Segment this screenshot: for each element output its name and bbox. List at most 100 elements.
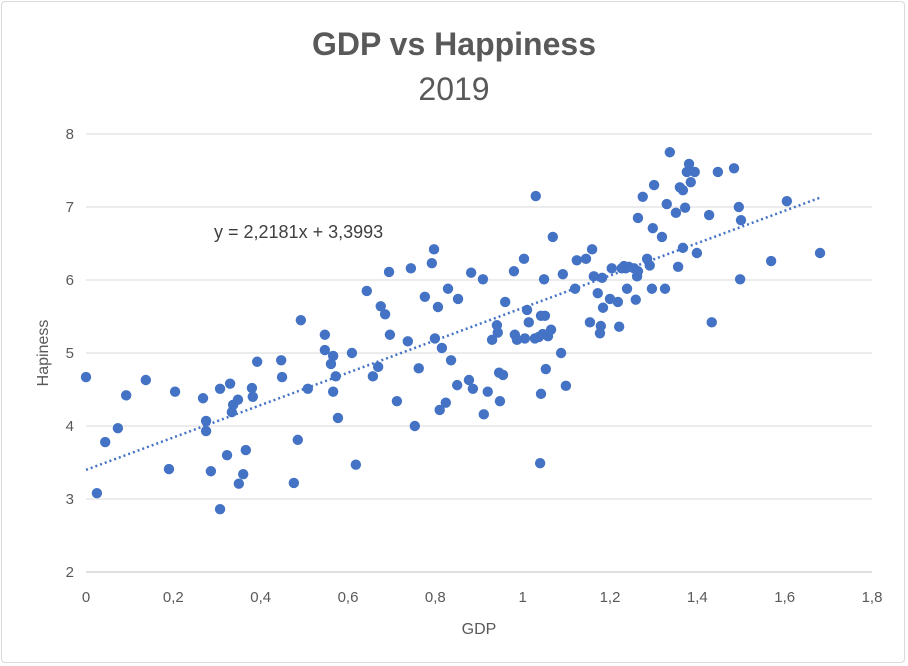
y-axis-label: Hapiness <box>35 320 52 387</box>
data-point <box>463 374 475 386</box>
data-point <box>648 179 660 191</box>
data-point <box>361 285 372 297</box>
data-point <box>765 255 777 267</box>
data-point <box>557 268 569 280</box>
data-point <box>646 283 658 294</box>
data-point <box>706 317 717 328</box>
data-point <box>703 209 715 221</box>
data-point <box>197 393 209 404</box>
x-tick-label: 0,2 <box>163 589 184 606</box>
y-tick-label: 6 <box>66 272 74 289</box>
data-point <box>238 468 249 480</box>
data-point <box>612 296 624 308</box>
data-point <box>586 244 598 255</box>
x-tick-label: 1,2 <box>600 589 621 606</box>
data-point <box>214 504 226 515</box>
data-point <box>112 422 124 434</box>
data-point <box>511 334 523 346</box>
data-point <box>288 477 300 489</box>
data-point <box>580 253 592 265</box>
data-point <box>350 459 362 470</box>
x-tick-label: 0,8 <box>425 589 446 606</box>
data-point <box>560 380 572 392</box>
data-point <box>465 267 477 278</box>
data-point <box>214 383 226 394</box>
data-point <box>584 317 596 328</box>
data-point <box>413 363 424 374</box>
data-point <box>200 425 212 437</box>
data-point <box>205 466 217 477</box>
data-point <box>659 283 671 294</box>
data-point <box>434 404 445 416</box>
data-point <box>644 260 655 271</box>
x-tick-label: 1,6 <box>774 589 795 606</box>
data-point <box>592 287 603 299</box>
y-tick-label: 5 <box>66 345 74 362</box>
data-point <box>391 395 403 407</box>
data-point <box>100 436 111 448</box>
data-point <box>432 301 444 313</box>
data-point <box>523 317 534 328</box>
data-point <box>781 195 793 207</box>
data-point <box>233 478 245 489</box>
data-point <box>276 371 288 383</box>
trendline-equation: y = 2,2181x + 3,3993 <box>214 222 383 242</box>
data-point <box>247 391 259 402</box>
data-point <box>530 190 541 202</box>
data-point <box>555 347 567 359</box>
data-point <box>445 355 457 366</box>
x-tick-label: 1 <box>518 589 526 606</box>
data-point <box>169 386 181 397</box>
data-point <box>685 176 696 188</box>
data-point <box>163 463 175 475</box>
data-point <box>683 158 695 170</box>
trendline <box>85 196 822 472</box>
data-point <box>689 166 700 178</box>
data-point <box>419 291 431 302</box>
y-tick-label: 7 <box>66 199 74 216</box>
data-point <box>221 450 233 461</box>
data-point <box>588 271 600 282</box>
data-point <box>508 266 520 277</box>
data-point <box>383 266 395 278</box>
data-point <box>497 369 509 381</box>
data-point <box>367 371 379 382</box>
data-point <box>436 342 448 354</box>
data-point <box>251 356 263 367</box>
y-tick-label: 8 <box>66 126 74 143</box>
data-point <box>538 274 550 285</box>
data-point <box>728 163 740 174</box>
data-point <box>647 222 658 234</box>
data-point <box>519 333 531 344</box>
data-point <box>440 397 452 408</box>
data-point <box>661 198 672 210</box>
data-point <box>375 301 386 312</box>
chart-title: GDP vs Happiness <box>312 26 596 62</box>
data-point <box>275 355 287 366</box>
data-point <box>325 358 337 370</box>
data-point <box>319 329 331 340</box>
data-point <box>681 166 693 178</box>
data-point <box>482 386 493 397</box>
data-point <box>295 314 307 326</box>
data-point <box>91 487 103 499</box>
data-point <box>632 266 644 277</box>
data-point <box>452 293 464 305</box>
data-point <box>426 258 438 269</box>
data-point <box>521 304 533 316</box>
data-point <box>534 458 546 469</box>
data-point <box>545 324 557 335</box>
data-point <box>637 191 648 202</box>
data-point <box>409 420 421 432</box>
data-point <box>402 336 414 347</box>
data-point <box>733 201 745 213</box>
y-tick-label: 4 <box>66 418 74 435</box>
data-point <box>691 247 703 259</box>
data-point <box>547 231 558 243</box>
data-point <box>494 395 506 407</box>
x-tick-label: 1,8 <box>862 589 883 606</box>
data-point <box>539 310 551 321</box>
data-point <box>120 390 132 401</box>
data-point <box>240 444 252 456</box>
